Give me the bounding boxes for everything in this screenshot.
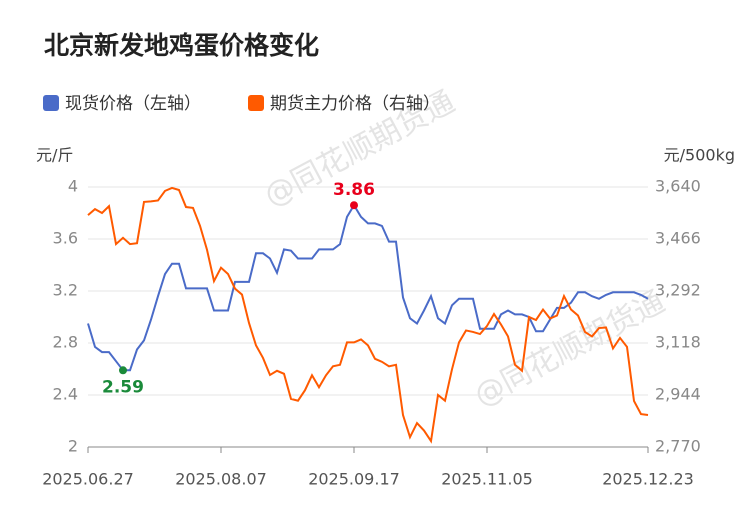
y-tick-label: 2	[68, 437, 78, 456]
x-tick-label: 2025.09.17	[308, 470, 400, 489]
point-marker	[119, 366, 127, 375]
legend-label: 期货主力价格（右轴）	[270, 94, 440, 114]
chart-title: 北京新发地鸡蛋价格变化	[44, 31, 319, 60]
y2-tick-label: 2,944	[655, 385, 701, 404]
value-label: 2.59	[102, 377, 144, 397]
y2-axis-label: 元/500kg	[664, 146, 735, 165]
point-marker	[350, 201, 358, 210]
legend-swatch	[43, 95, 59, 111]
x-tick-label: 2025.06.27	[42, 470, 134, 489]
y2-tick-label: 3,640	[655, 177, 701, 196]
legend-swatch	[248, 95, 264, 111]
series-line	[87, 186, 649, 444]
y-tick-label: 3.2	[53, 281, 78, 300]
y2-tick-label: 3,118	[655, 333, 701, 352]
y-tick-label: 2.8	[53, 333, 78, 352]
x-tick-label: 2025.11.05	[441, 470, 533, 489]
y2-tick-label: 2,770	[655, 437, 701, 456]
series-line	[87, 203, 649, 372]
x-tick-label: 2025.12.23	[602, 470, 694, 489]
y2-tick-label: 3,466	[655, 229, 701, 248]
legend-label: 现货价格（左轴）	[65, 94, 201, 114]
y-tick-label: 4	[68, 177, 78, 196]
y2-tick-label: 3,292	[655, 281, 701, 300]
value-label: 3.86	[333, 180, 375, 200]
x-tick-label: 2025.08.07	[175, 470, 267, 489]
y-tick-label: 2.4	[53, 385, 78, 404]
y-axis-label: 元/斤	[36, 146, 73, 165]
y-tick-label: 3.6	[53, 229, 78, 248]
